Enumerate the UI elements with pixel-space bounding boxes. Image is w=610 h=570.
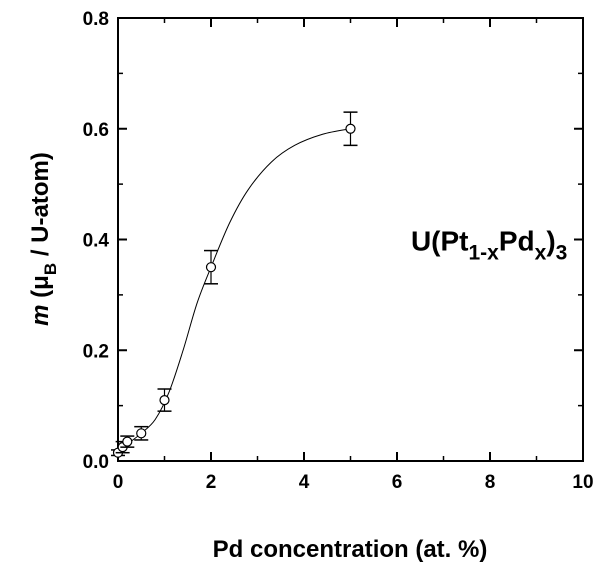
y-tick-label: 0.4 [83,231,110,252]
y-axis-title-rest: / U-atom) [27,152,54,263]
data-points [111,111,358,458]
tick-labels: 0 2 4 6 8 10 0.0 0.2 0.4 0.6 0.8 [83,9,594,493]
data-point [159,394,170,406]
data-point [136,428,147,439]
y-axis-title-open: ( [27,290,54,305]
formula-sub3: 3 [556,242,568,265]
x-tick-label: 6 [392,472,403,493]
x-tick-label: 2 [206,472,217,493]
y-axis-title-italic: m [27,304,54,325]
x-tick-label: 0 [113,472,124,493]
y-axis-title: m (μB / U-atom) [27,152,60,326]
x-tick-label: 8 [485,472,496,493]
x-tick-label: 4 [299,472,310,493]
fit-curve [117,128,351,455]
formula-close: ) [546,226,555,257]
y-tick-label: 0.0 [83,452,109,473]
formula-annotation: U(Pt1-xPdx)3 [411,226,567,265]
y-axis-title-mu: μ [27,275,54,290]
y-tick-label: 0.8 [83,9,109,30]
x-axis-title: Pd concentration (at. %) [213,536,488,563]
formula-base: U(Pt [411,226,469,257]
y-axis-title-mu-sub: B [41,263,60,275]
formula-sub2: x [535,242,547,265]
x-tick-label: 10 [572,472,593,493]
y-tick-label: 0.6 [83,120,109,141]
data-point [345,123,356,134]
y-tick-label: 0.2 [83,341,109,362]
formula-mid: Pd [499,226,535,257]
data-point [205,262,217,273]
ticks [117,17,584,462]
data-point [122,436,133,447]
formula-sub1: 1-x [468,242,499,265]
